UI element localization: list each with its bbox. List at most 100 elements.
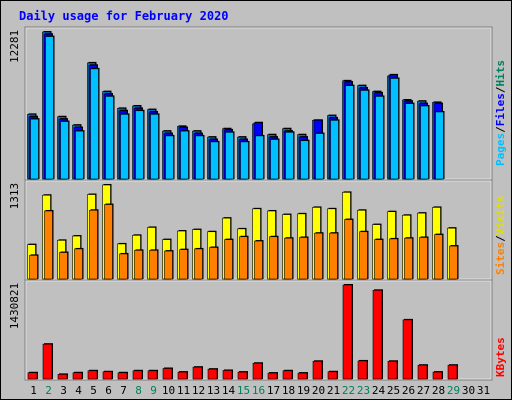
sites-ymax-label: 1313 — [8, 183, 21, 210]
kbytes-bar-13 — [207, 368, 218, 380]
kbytes-bar-25 — [387, 360, 398, 380]
x-label-day-19: 19 — [297, 384, 310, 397]
x-label-day-24: 24 — [372, 384, 386, 397]
pages-bar-11 — [180, 130, 189, 180]
x-label-day-31: 31 — [477, 384, 490, 397]
legend-pages-files-hits: Pages/Files/Hits — [494, 60, 507, 166]
sites-bar-17 — [269, 236, 278, 280]
pages-bar-9 — [150, 114, 159, 180]
legend-pages-files-hits-part-0: Pages — [494, 133, 507, 166]
x-label-day-6: 6 — [105, 384, 112, 397]
x-label-day-29: 29 — [447, 384, 460, 397]
x-label-day-14: 14 — [222, 384, 236, 397]
panel-2-outer — [24, 279, 493, 381]
pages-bar-25 — [390, 78, 399, 180]
pages-bar-13 — [210, 141, 219, 180]
legend-sites-visits-part-0: Sites — [494, 242, 507, 275]
kbytes-bar-12 — [192, 366, 203, 380]
kbytes-bar-11 — [177, 371, 188, 380]
legend-pages-files-hits-part-1: / — [494, 126, 507, 133]
kbytes-bar-26 — [402, 319, 413, 380]
kbytes-bar-21 — [327, 371, 338, 380]
sites-bar-8 — [134, 250, 143, 280]
kbytes-bar-28 — [432, 371, 443, 380]
sites-bar-20 — [314, 232, 323, 280]
pages-bar-27 — [420, 105, 429, 180]
sites-bar-26 — [404, 237, 413, 280]
kbytes-bar-19 — [297, 372, 308, 380]
kbytes-ymax-label: 1430821 — [8, 283, 21, 329]
pages-bar-12 — [195, 135, 204, 180]
x-label-day-11: 11 — [177, 384, 190, 397]
pages-bar-19 — [300, 140, 309, 180]
kbytes-bar-1 — [27, 372, 38, 380]
sites-bar-11 — [179, 249, 188, 280]
sites-bar-9 — [149, 250, 158, 280]
x-label-day-7: 7 — [120, 384, 127, 397]
legend-pages-files-hits-part-3: / — [494, 86, 507, 93]
pages-bar-22 — [345, 85, 354, 180]
sites-bar-18 — [284, 237, 293, 280]
x-label-day-10: 10 — [162, 384, 175, 397]
pages-bar-26 — [405, 103, 414, 180]
pages-bar-2 — [45, 36, 54, 180]
pages-bar-28 — [435, 111, 444, 180]
pages-bar-21 — [330, 120, 339, 180]
sites-bar-10 — [164, 250, 173, 280]
x-label-day-13: 13 — [207, 384, 220, 397]
x-label-day-26: 26 — [402, 384, 415, 397]
kbytes-bar-4 — [72, 372, 83, 380]
sites-bar-5 — [89, 209, 98, 280]
kbytes-bar-14 — [222, 370, 233, 380]
pages-bar-10 — [165, 135, 174, 180]
sites-bar-13 — [209, 247, 218, 280]
x-label-day-15: 15 — [237, 384, 250, 397]
sites-bar-24 — [374, 239, 383, 280]
sites-bar-25 — [389, 238, 398, 280]
x-label-day-20: 20 — [312, 384, 325, 397]
legend-kbytes: KBytes — [494, 337, 507, 377]
pages-bar-4 — [75, 130, 84, 180]
kbytes-bar-16 — [252, 362, 263, 380]
sites-bar-27 — [419, 237, 428, 280]
sites-bar-14 — [224, 239, 233, 280]
kbytes-bar-8 — [132, 370, 143, 380]
sites-bar-7 — [119, 253, 128, 280]
x-label-day-17: 17 — [267, 384, 280, 397]
sites-bar-12 — [194, 248, 203, 280]
x-label-day-2: 2 — [45, 384, 52, 397]
x-label-day-25: 25 — [387, 384, 400, 397]
pages-bar-1 — [30, 118, 39, 180]
x-label-day-23: 23 — [357, 384, 370, 397]
kbytes-bar-18 — [282, 370, 293, 380]
legend-sites-visits-part-1: / — [494, 235, 507, 242]
pages-bar-17 — [270, 139, 279, 180]
chart-title: Daily usage for February 2020 — [19, 9, 229, 23]
kbytes-bar-20 — [312, 360, 323, 380]
sites-bar-3 — [59, 252, 68, 280]
legend-pages-files-hits-part-4: Hits — [494, 60, 507, 87]
kbytes-bar-27 — [417, 364, 428, 380]
x-label-day-28: 28 — [432, 384, 445, 397]
x-label-day-21: 21 — [327, 384, 340, 397]
x-label-day-12: 12 — [192, 384, 205, 397]
kbytes-bar-5 — [87, 370, 98, 380]
kbytes-bar-15 — [237, 371, 248, 380]
sites-bar-28 — [434, 234, 443, 280]
kbytes-bar-6 — [102, 371, 113, 380]
sites-bar-21 — [329, 232, 338, 280]
legend-kbytes-part-0: KBytes — [494, 337, 507, 377]
x-label-day-18: 18 — [282, 384, 295, 397]
sites-bar-4 — [74, 248, 83, 280]
pages-bar-7 — [120, 114, 129, 180]
kbytes-bar-17 — [267, 372, 278, 380]
kbytes-bar-9 — [147, 370, 158, 380]
kbytes-bar-2 — [42, 343, 53, 380]
pages-bar-16 — [255, 135, 264, 180]
x-label-day-22: 22 — [342, 384, 355, 397]
pages-bar-6 — [105, 96, 114, 180]
kbytes-bar-23 — [357, 360, 368, 380]
pages-bar-24 — [375, 96, 384, 180]
x-label-day-4: 4 — [75, 384, 82, 397]
